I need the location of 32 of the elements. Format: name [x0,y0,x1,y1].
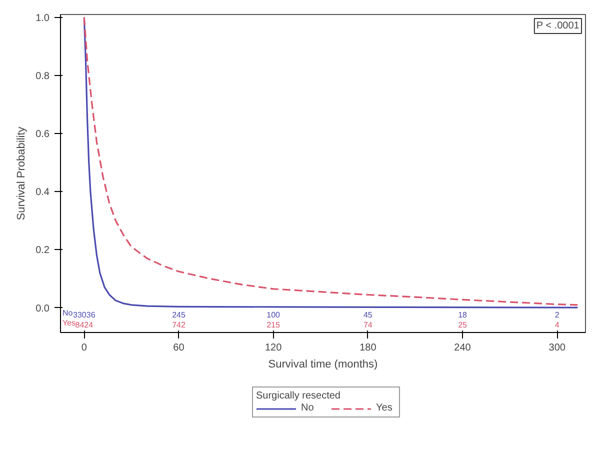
x-tick-label: 180 [360,342,377,354]
annotation: 74 [363,320,373,330]
y-tick-label: 1.0 [36,12,50,24]
x-tick-label: 240 [454,342,472,354]
annotation: Yes [62,318,76,328]
annotation: 45 [363,310,373,320]
annotation: P < .0001 [536,20,580,32]
x-axis-title: Survival time (months) [268,358,378,370]
x-tick-label: 0 [81,342,88,354]
x-tick-label: 300 [548,342,566,354]
x-tick-label: 60 [173,342,185,354]
y-axis-title: Survival Probability [16,126,28,220]
annotation: No [62,308,74,318]
annotation: 215 [266,320,281,330]
y-tick-label: 0.6 [36,129,50,140]
y-tick-label: 0.4 [36,187,50,198]
y-tick-label: 0.0 [36,303,50,314]
annotation: 100 [266,310,281,320]
annotation: 4 [554,320,560,330]
annotation: 25 [458,320,468,330]
legend-label: Yes [376,402,394,414]
legend-label: No [301,402,315,414]
annotation: 18 [458,310,468,320]
x-tick-label: 120 [264,342,282,354]
annotation: 742 [172,320,186,330]
annotation: 2 [554,310,560,320]
annotation: 245 [172,310,186,320]
annotation: 8424 [75,320,94,330]
y-tick-label: 0.2 [36,245,50,256]
y-tick-label: 0.8 [36,70,50,82]
annotation: 33036 [73,310,96,320]
legend-title: Surgically resected [256,390,342,402]
